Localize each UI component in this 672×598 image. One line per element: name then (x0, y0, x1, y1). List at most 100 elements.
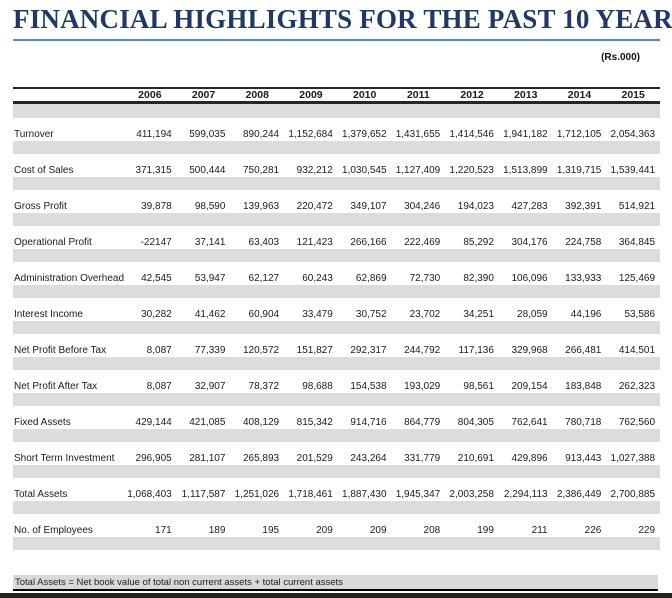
row-label: Gross Profit (14, 201, 67, 212)
year-header: 2009 (299, 89, 323, 101)
footnote-band: Total Assets = Net book value of total n… (13, 575, 658, 591)
cell-value: 39,878 (141, 201, 172, 212)
cell-value: 53,947 (194, 273, 226, 284)
row-label: Net Profit Before Tax (14, 345, 107, 356)
cell-value: 53,586 (624, 309, 656, 320)
header-gray-band (13, 104, 660, 118)
cell-value: 60,904 (248, 309, 280, 320)
cell-value: 304,246 (404, 201, 441, 212)
cell-value: 63,403 (248, 237, 280, 248)
cell-value: 220,472 (296, 201, 333, 212)
cell-value: 2,054,363 (610, 129, 656, 140)
cell-value: 209 (369, 525, 387, 536)
cell-value: 23,702 (409, 309, 441, 320)
cell-value: 514,921 (618, 201, 656, 212)
cell-value: -22147 (140, 237, 172, 248)
cell-value: 199 (477, 525, 494, 536)
table-row: Fixed Assets 429,144 421,085 408,129 815… (13, 406, 660, 442)
cell-value: 106,096 (511, 273, 548, 284)
cell-value: 2,294,113 (503, 489, 548, 500)
cell-value: 62,869 (355, 273, 387, 284)
cell-value: 30,752 (355, 309, 387, 320)
row-content: Turnover 411,194 599,035 890,244 1,152,6… (13, 128, 660, 141)
cell-value: 2,003,258 (449, 489, 494, 500)
row-gap (13, 262, 660, 272)
cell-value: 421,085 (189, 417, 226, 428)
row-values: 30,282 41,462 60,904 33,479 30,752 23,70… (123, 309, 660, 320)
row-label: Administration Overhead (14, 273, 125, 284)
year-header: 2012 (460, 89, 484, 101)
cell-value: 913,443 (565, 453, 602, 464)
cell-value: 210,691 (457, 453, 494, 464)
row-gray-band (13, 537, 660, 550)
row-gray-band (13, 357, 660, 370)
year-header: 2008 (245, 89, 269, 101)
row-values: -22147 37,141 63,403 121,423 266,166 222… (123, 237, 660, 248)
row-content: Total Assets 1,068,403 1,117,587 1,251,0… (13, 488, 660, 501)
row-label: Turnover (14, 129, 54, 140)
row-label: No. of Employees (14, 525, 93, 536)
cell-value: 1,068,403 (127, 489, 172, 500)
cell-value: 183,848 (565, 381, 602, 392)
cell-value: 864,779 (404, 417, 441, 428)
row-values: 8,087 32,907 78,372 98,688 154,538 193,0… (123, 381, 660, 392)
cell-value: 222,469 (404, 237, 441, 248)
year-header: 2013 (514, 89, 538, 101)
cell-value: 42,545 (141, 273, 172, 284)
table-row: Net Profit Before Tax 8,087 77,339 120,5… (13, 334, 660, 370)
row-gap (13, 154, 660, 164)
cell-value: 193,029 (404, 381, 441, 392)
row-gray-band (13, 177, 660, 190)
cell-value: 2,700,885 (610, 489, 656, 500)
cell-value: 780,718 (565, 417, 602, 428)
cell-value: 429,144 (135, 417, 172, 428)
cell-value: 329,968 (511, 345, 548, 356)
cell-value: 243,264 (350, 453, 387, 464)
row-label: Net Profit After Tax (14, 381, 98, 392)
row-gap (13, 442, 660, 452)
cell-value: 62,127 (248, 273, 280, 284)
cell-value: 189 (208, 525, 226, 536)
cell-value: 371,315 (135, 165, 172, 176)
year-header: 2015 (621, 89, 645, 101)
cell-value: 932,212 (296, 165, 333, 176)
cell-value: 44,196 (570, 309, 602, 320)
cell-value: 349,107 (350, 201, 387, 212)
row-content: No. of Employees 171 189 195 209 (13, 524, 660, 537)
row-gap (13, 334, 660, 344)
cell-value: 1,027,388 (610, 453, 656, 464)
cell-value: 244,792 (404, 345, 441, 356)
cell-value: 37,141 (194, 237, 226, 248)
cell-value: 364,845 (618, 237, 656, 248)
cell-value: 120,572 (242, 345, 280, 356)
cell-value: 171 (155, 525, 172, 536)
row-gray-band (13, 249, 660, 262)
cell-value: 599,035 (189, 129, 226, 140)
row-gray-band (13, 465, 660, 478)
row-content: Administration Overhead 42,545 53,947 62… (13, 272, 660, 285)
cell-value: 1,030,545 (342, 165, 387, 176)
table-row: Total Assets 1,068,403 1,117,587 1,251,0… (13, 478, 660, 514)
cell-value: 139,963 (242, 201, 280, 212)
row-gray-band (13, 393, 660, 406)
cell-value: 266,481 (565, 345, 602, 356)
cell-value: 98,590 (194, 201, 226, 212)
table-row: Interest Income 30,282 41,462 60,904 33,… (13, 298, 660, 334)
cell-value: 33,479 (302, 309, 333, 320)
cell-value: 194,023 (457, 201, 494, 212)
cell-value: 224,758 (565, 237, 602, 248)
row-gray-band (13, 285, 660, 298)
cell-value: 266,166 (350, 237, 387, 248)
table-row: Cost of Sales 371,315 500,444 750,281 93… (13, 154, 660, 190)
year-header-cells: 2006 2007 2008 2009 2010 2011 2012 2013 … (123, 89, 660, 101)
cell-value: 292,317 (350, 345, 387, 356)
row-gray-band (13, 429, 660, 442)
cell-value: 1,941,182 (503, 129, 548, 140)
year-header: 2014 (567, 89, 592, 101)
row-content: Operational Profit -22147 37,141 63,403 … (13, 236, 660, 249)
row-values: 429,144 421,085 408,129 815,342 914,716 … (123, 417, 660, 428)
row-values: 8,087 77,339 120,572 151,827 292,317 244… (123, 345, 660, 356)
cell-value: 209 (316, 525, 333, 536)
cell-value: 34,251 (463, 309, 494, 320)
cell-value: 1,251,026 (234, 489, 280, 500)
